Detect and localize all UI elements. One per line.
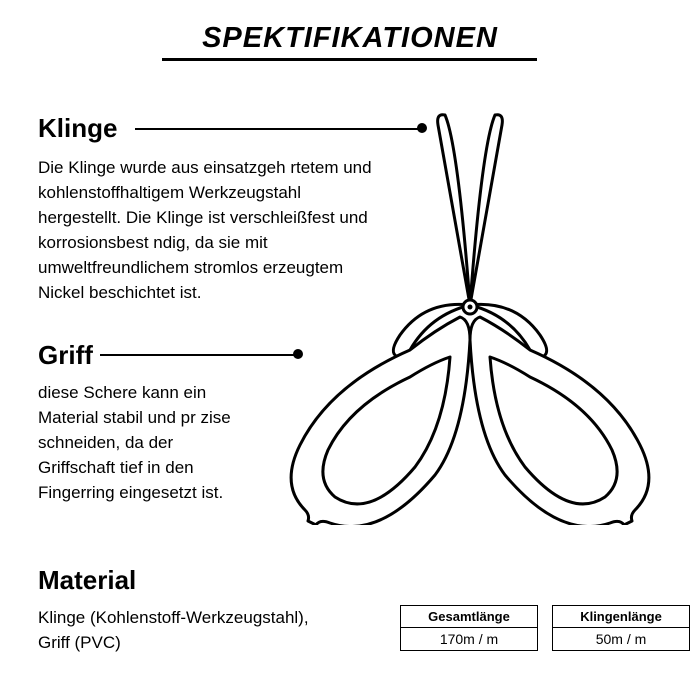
spec-value: 170m / m bbox=[401, 628, 538, 651]
scissors-illustration bbox=[260, 105, 680, 525]
spec-table: Gesamtlänge 170m / m bbox=[400, 605, 538, 651]
callout-body-griff: diese Schere kann ein Material stabil un… bbox=[38, 380, 248, 505]
spec-header: Gesamtlänge bbox=[401, 606, 538, 628]
callout-heading-griff: Griff bbox=[38, 340, 93, 371]
spec-table: Klingenlänge 50m / m bbox=[552, 605, 690, 651]
title-underline bbox=[162, 58, 537, 61]
page-title: SPEKTIFIKATIONEN bbox=[0, 22, 700, 55]
material-heading: Material bbox=[38, 565, 136, 596]
spec-header: Klingenlänge bbox=[553, 606, 690, 628]
material-body: Klinge (Kohlenstoff-Werkzeugstahl), Grif… bbox=[38, 605, 358, 655]
spec-value: 50m / m bbox=[553, 628, 690, 651]
callout-heading-klinge: Klinge bbox=[38, 113, 117, 144]
